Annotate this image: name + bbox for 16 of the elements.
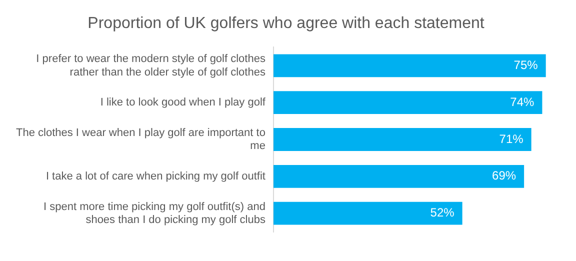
y-tick-label: The clothes I wear when I play golf are important to me: [16, 126, 266, 152]
bar: [273, 91, 542, 114]
bar: [273, 202, 462, 225]
bar: [273, 164, 524, 188]
data-label: 75%: [514, 58, 538, 72]
y-tick-label: I like to look good when I play golf: [100, 96, 266, 109]
data-label: 74%: [510, 94, 535, 109]
data-label: 69%: [492, 168, 516, 183]
chart-title: Proportion of UK golfers who agree with each statement: [88, 15, 485, 32]
y-tick-label: I take a lot of care when picking my golf outfit: [46, 170, 266, 182]
bar: [273, 128, 532, 151]
data-label: 71%: [499, 132, 524, 146]
data-label: 52%: [430, 206, 455, 220]
y-tick-label: I prefer to wear the modern style of golf clothes rather than the older style of golf clothes: [36, 53, 266, 78]
y-tick-label: I spent more time picking my golf outfit(s) and shoes than I do picking my golf clubs: [44, 200, 266, 226]
bar: [273, 54, 546, 78]
